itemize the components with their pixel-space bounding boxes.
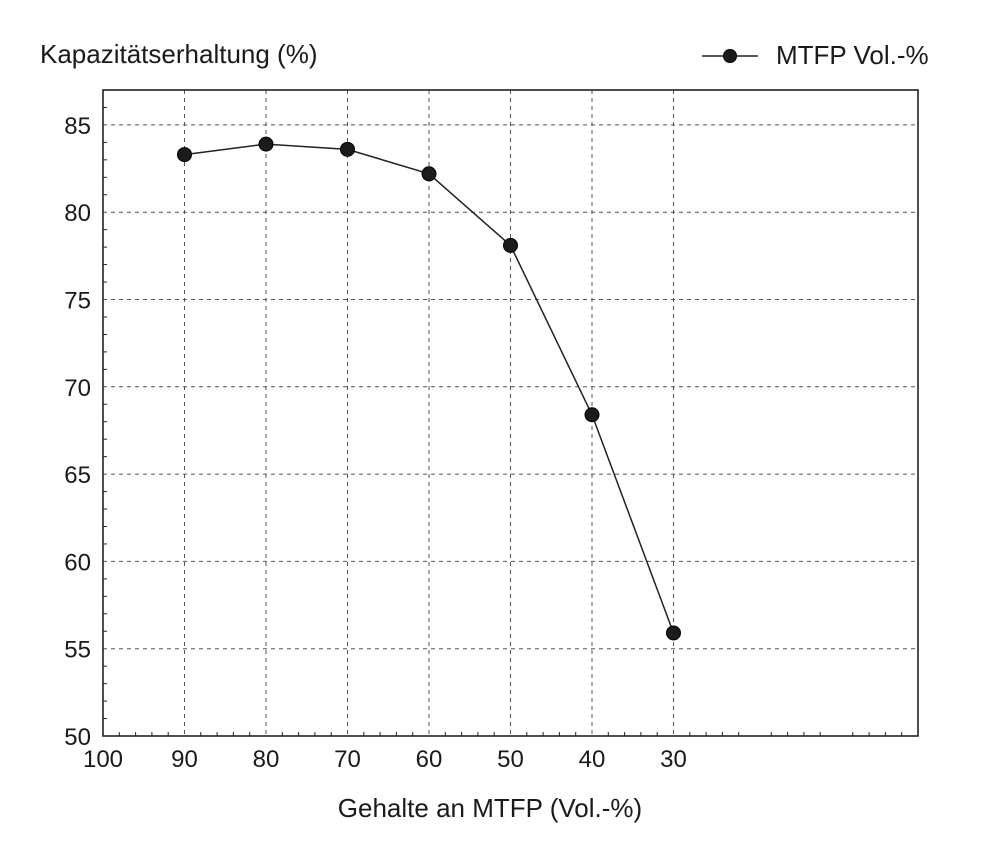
y-tick-label-60: 60 (64, 549, 91, 576)
x-tick-label-90: 90 (171, 746, 198, 773)
y-tick-label-55: 55 (64, 637, 91, 664)
x-tick-label-100: 100 (83, 746, 123, 773)
legend: MTFP Vol.-% (702, 40, 929, 70)
legend-label: MTFP Vol.-% (776, 40, 929, 70)
x-tick-label-80: 80 (253, 746, 280, 773)
y-tick-label-65: 65 (64, 462, 91, 489)
data-point-40 (584, 407, 600, 423)
x-tick-label-40: 40 (579, 746, 606, 773)
y-tick-label-80: 80 (64, 200, 91, 227)
y-tick-label-70: 70 (64, 375, 91, 402)
y-axis-label: Kapazitätserhaltung (%) (40, 39, 317, 69)
data-point-50 (503, 237, 518, 253)
y-tick-label-75: 75 (64, 288, 91, 315)
plot-area: 50 55 60 65 70 75 80 85 100 90 80 70 60 50 40 30 (64, 89, 919, 773)
x-tick-label-70: 70 (334, 746, 361, 773)
y-tick-label-50: 50 (64, 724, 91, 751)
x-tick-label-60: 60 (416, 746, 443, 773)
plot-frame (102, 89, 919, 737)
x-tick-label-50: 50 (497, 746, 524, 773)
data-point-30 (666, 625, 681, 641)
data-point-90 (177, 147, 192, 163)
data-point-70 (340, 141, 355, 157)
x-axis-label: Gehalte an MTFP (Vol.-%) (338, 793, 642, 823)
legend-marker-swatch (723, 49, 737, 63)
data-point-80 (258, 136, 274, 152)
data-point-60 (421, 166, 437, 182)
y-tick-label-85: 85 (64, 113, 91, 140)
x-tick-label-30: 30 (660, 746, 687, 773)
